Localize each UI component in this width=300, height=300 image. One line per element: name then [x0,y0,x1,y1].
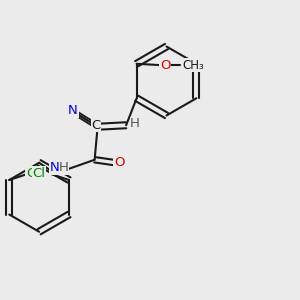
Text: CH₃: CH₃ [182,59,204,72]
Text: H: H [130,117,140,130]
Text: H: H [59,161,69,174]
Text: C: C [92,119,101,132]
Text: N: N [50,161,60,174]
Text: O: O [160,59,170,72]
Text: Cl: Cl [33,167,46,180]
Text: Cl: Cl [26,167,39,180]
Text: O: O [114,156,124,169]
Text: N: N [68,104,78,117]
